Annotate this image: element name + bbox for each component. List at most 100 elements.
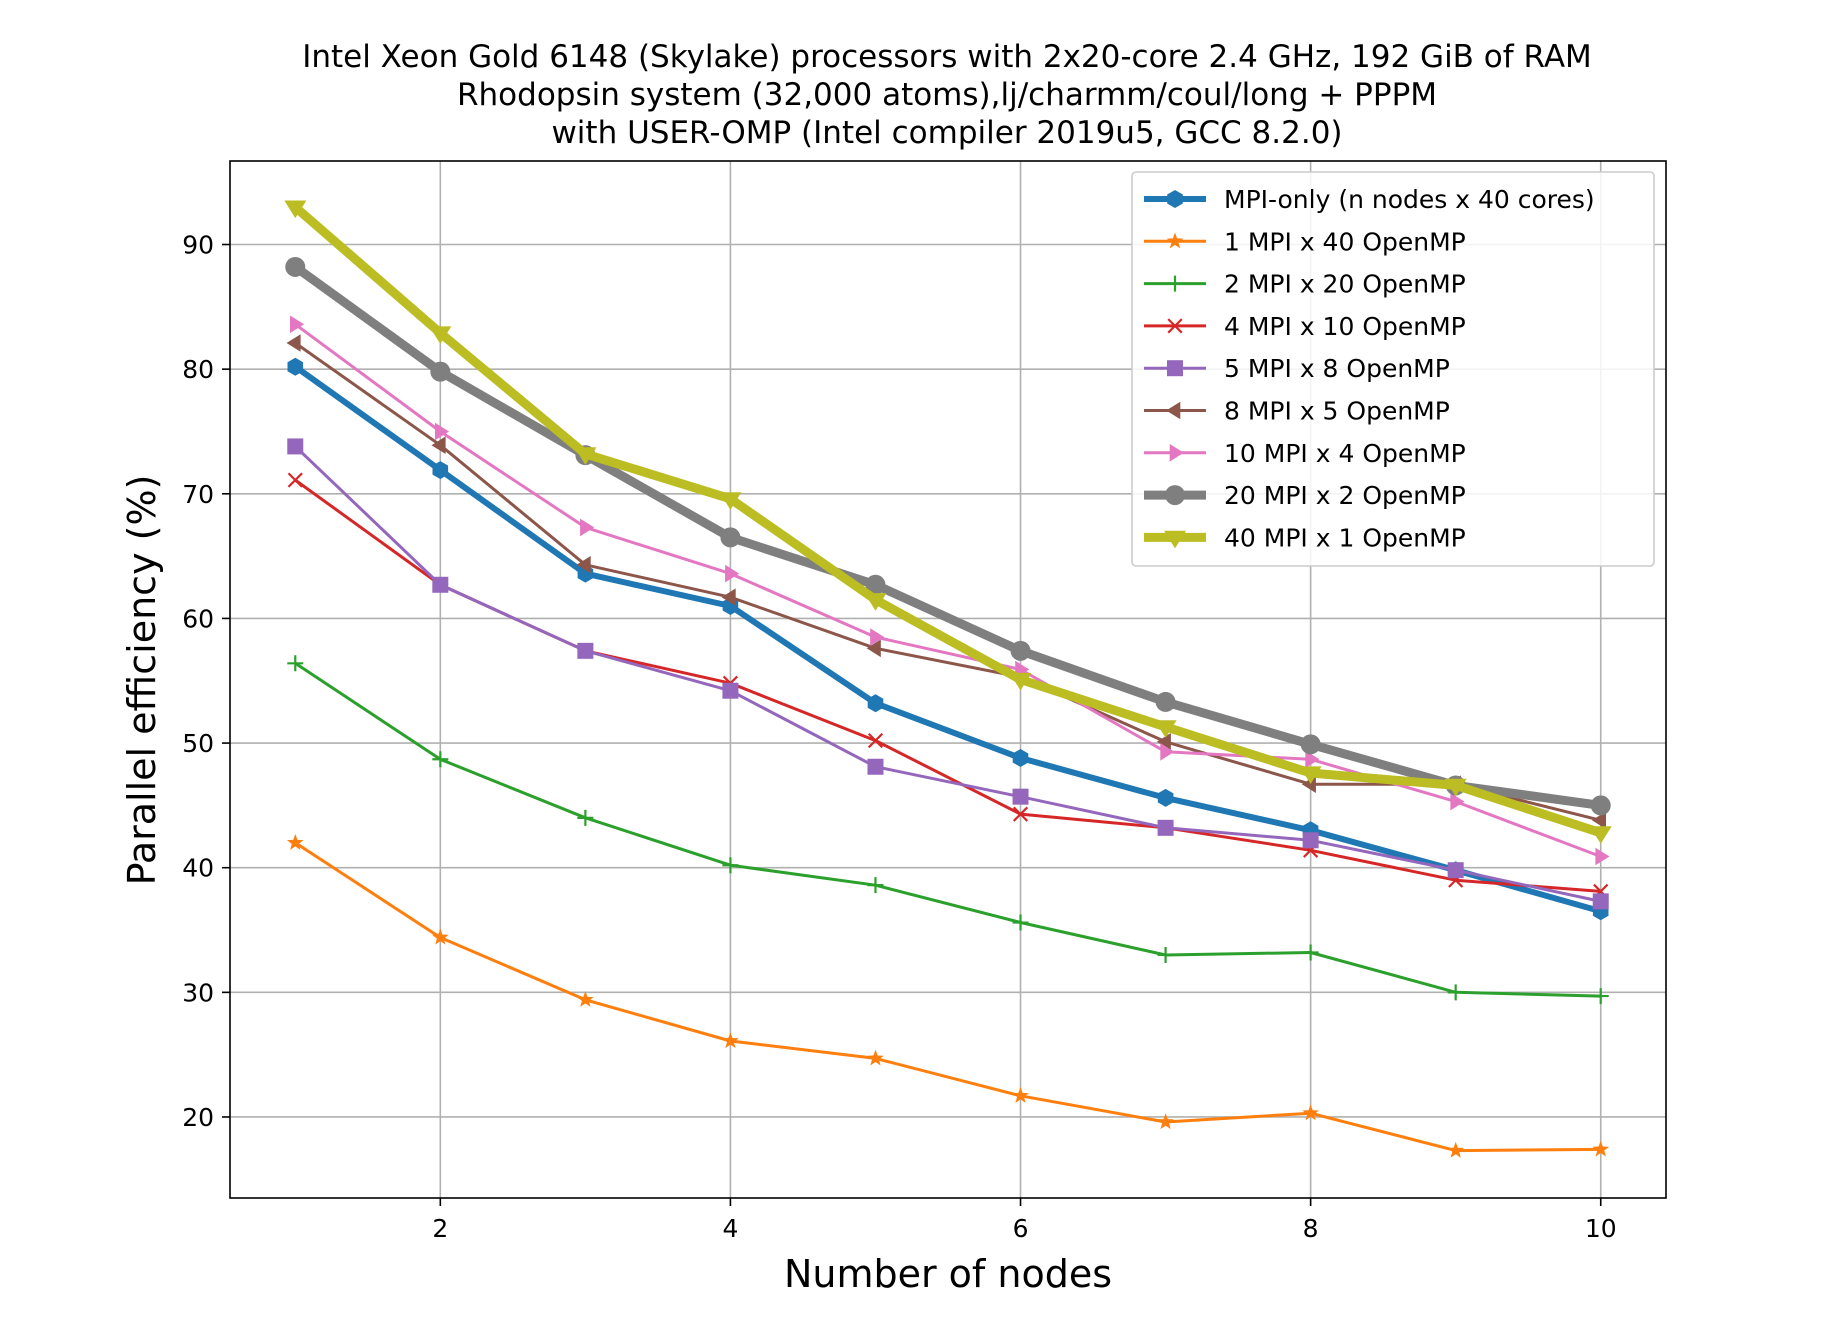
- data-point: [867, 758, 884, 775]
- y-tick-label: 30: [182, 978, 214, 1007]
- legend-label: 8 MPI x 5 OpenMP: [1224, 397, 1450, 426]
- y-tick-label: 70: [182, 480, 214, 509]
- plot-frame: [229, 160, 1667, 1199]
- data-point: [1447, 1141, 1464, 1158]
- data-point: [719, 492, 742, 510]
- x-tick-label: 8: [1303, 1214, 1319, 1243]
- data-point: [1157, 946, 1174, 963]
- data-point: [1157, 819, 1174, 836]
- x-tick-label: 6: [1013, 1214, 1029, 1243]
- data-point: [1589, 826, 1612, 844]
- data-point: [287, 438, 304, 455]
- series-3: [287, 655, 1609, 1005]
- legend-label: 5 MPI x 8 OpenMP: [1224, 354, 1450, 383]
- chart-title: Intel Xeon Gold 6148 (Skylake) processor…: [302, 39, 1592, 151]
- series-line: [294, 341, 1602, 822]
- x-tick-label: 2: [432, 1214, 448, 1243]
- data-point: [287, 655, 304, 672]
- data-point: [1160, 743, 1175, 761]
- data-point: [870, 628, 885, 646]
- data-point: [725, 564, 740, 583]
- data-point: [577, 991, 594, 1007]
- data-point: [722, 682, 739, 699]
- series-line: [294, 445, 1602, 903]
- series-line: [292, 203, 1603, 838]
- data-point: [1299, 766, 1322, 784]
- data-point: [1300, 734, 1321, 755]
- data-point: [1012, 806, 1029, 822]
- series-layer: [284, 200, 1612, 1158]
- data-point: [867, 694, 884, 713]
- data-point: [867, 732, 884, 749]
- y-tick-label: 90: [182, 231, 214, 260]
- data-point: [1302, 1104, 1319, 1121]
- data-point: [285, 256, 306, 277]
- data-point: [1592, 893, 1609, 910]
- data-point: [1156, 733, 1171, 751]
- legend-item: 8 MPI x 5 OpenMP: [1144, 397, 1450, 426]
- legend-swatch-marker: [1164, 530, 1186, 549]
- data-point: [577, 642, 594, 659]
- legend-swatch-marker: [1167, 318, 1183, 334]
- chart-title-line-2: Rhodopsin system (32,000 atoms),lj/charm…: [457, 77, 1437, 113]
- data-point: [286, 834, 304, 850]
- data-point: [1012, 788, 1029, 805]
- legend-label: 4 MPI x 10 OpenMP: [1224, 312, 1466, 341]
- data-point: [1157, 788, 1174, 807]
- series-8: [285, 256, 1611, 816]
- legend-item: 2 MPI x 20 OpenMP: [1144, 270, 1466, 299]
- data-point: [432, 576, 449, 593]
- data-point: [1012, 749, 1029, 767]
- data-point: [284, 200, 307, 219]
- y-tick-label: 50: [182, 729, 214, 758]
- data-point: [1305, 750, 1320, 769]
- data-point: [574, 447, 597, 465]
- series-9: [284, 200, 1612, 844]
- data-point: [580, 518, 595, 537]
- data-point: [865, 574, 886, 595]
- series-2: [286, 834, 1610, 1158]
- data-point: [1444, 778, 1467, 797]
- data-point: [576, 556, 591, 574]
- data-point: [1012, 1087, 1029, 1103]
- data-point: [867, 877, 884, 894]
- x-axis-ticks: 2 4 6 8 10: [432, 1198, 1617, 1243]
- data-point: [867, 1049, 884, 1066]
- data-point: [1009, 672, 1032, 691]
- data-point: [1591, 811, 1606, 830]
- legend-item: 10 MPI x 4 OpenMP: [1144, 439, 1466, 468]
- data-point: [721, 588, 736, 606]
- data-point: [722, 857, 739, 874]
- data-point: [430, 361, 451, 382]
- legend-label: 2 MPI x 20 OpenMP: [1224, 270, 1466, 299]
- x-tick-label: 10: [1585, 1214, 1617, 1243]
- data-point: [287, 357, 304, 376]
- data-point: [1012, 914, 1029, 931]
- data-point: [1155, 691, 1176, 712]
- data-point: [290, 315, 305, 334]
- legend-swatch-marker: [1169, 444, 1184, 462]
- legend-label: 40 MPI x 1 OpenMP: [1224, 523, 1466, 552]
- data-point: [1157, 1113, 1174, 1130]
- x-axis-label: Number of nodes: [784, 1252, 1112, 1296]
- chart-title-line-1: Intel Xeon Gold 6148 (Skylake) processor…: [302, 39, 1592, 75]
- data-point: [1592, 988, 1609, 1005]
- legend-swatch-marker: [1167, 275, 1183, 292]
- legend-swatch-marker: [1166, 401, 1181, 420]
- series-line: [294, 662, 1601, 998]
- data-point: [722, 1032, 739, 1049]
- data-point: [431, 436, 446, 454]
- legend-swatch-marker: [1165, 485, 1185, 506]
- legend-item: 40 MPI x 1 OpenMP: [1144, 523, 1466, 552]
- legend-item: 20 MPI x 2 OpenMP: [1144, 481, 1466, 510]
- data-point: [1450, 792, 1465, 811]
- data-point: [1590, 795, 1611, 816]
- legend-swatch-marker: [1166, 232, 1184, 249]
- data-point: [1010, 640, 1031, 661]
- legend-item: 4 MPI x 10 OpenMP: [1144, 312, 1466, 341]
- legend-swatch-marker: [1167, 360, 1183, 377]
- data-point: [1154, 720, 1177, 738]
- legend-item: MPI-only (n nodes x 40 cores): [1144, 185, 1595, 214]
- data-point: [720, 527, 741, 548]
